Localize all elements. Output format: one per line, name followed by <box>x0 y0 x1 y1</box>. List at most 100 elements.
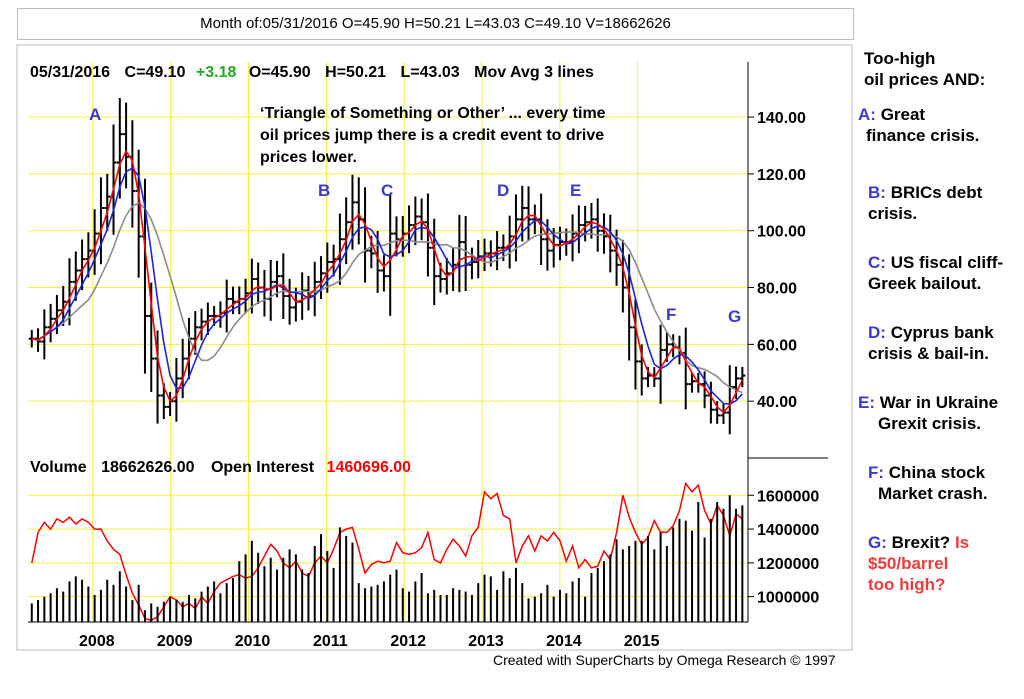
open-interest-label: Open Interest <box>211 459 315 476</box>
price-tick-label: 140.00 <box>757 110 806 127</box>
sidebar-title-line-2: oil prices AND: <box>864 70 986 89</box>
volume-tick-label: 1000000 <box>757 590 819 607</box>
price-bar <box>701 371 708 409</box>
price-bar <box>456 214 463 293</box>
chart-frame <box>16 44 853 651</box>
price-bar <box>689 372 696 393</box>
sidebar-item-d: D: Cyprus bank crisis & bail-in. <box>850 322 1022 364</box>
sidebar-item-d-line2: crisis & bail-in. <box>868 344 989 363</box>
header-date: 05/31/2016 <box>30 64 110 81</box>
price-bar <box>418 198 425 241</box>
price-bar <box>274 260 281 298</box>
sidebar-item-f-line1: China stock <box>888 463 986 482</box>
price-bar <box>412 196 419 246</box>
volume-tick-label: 1400000 <box>757 522 819 539</box>
price-bar <box>255 262 262 305</box>
year-label: 2012 <box>390 633 426 650</box>
sidebar-item-b-line1: BRICs debt <box>890 183 983 202</box>
year-label: 2013 <box>468 633 504 650</box>
event-label-f: F <box>666 305 676 324</box>
open-interest-line <box>31 481 743 622</box>
price-tick-label: 100.00 <box>757 224 806 241</box>
sidebar-item-f-line2: Market crash. <box>878 484 988 503</box>
open-interest-value: 1460696.00 <box>327 459 412 476</box>
ma-short-line <box>31 149 744 414</box>
sidebar-item-c-line2: Greek bailout. <box>868 274 982 293</box>
sidebar-item-c: C: US fiscal cliff- Greek bailout. <box>850 252 1022 294</box>
svg-text:Volume 18662626.00 Ope: Volume 18662626.00 Open Interest 1460696… <box>30 459 411 476</box>
price-bar <box>512 194 519 262</box>
price-tick-label: 120.00 <box>757 167 806 184</box>
annotation-line-1: ‘Triangle of Something or Other’ ... eve… <box>260 105 606 122</box>
price-bar <box>280 253 287 319</box>
year-label: 2011 <box>313 633 348 650</box>
price-bar <box>538 193 545 265</box>
price-bar <box>261 269 268 317</box>
sidebar-item-c-line1: US fiscal cliff- <box>890 253 1004 272</box>
price-bar <box>192 311 199 355</box>
price-bar <box>79 239 86 291</box>
price-bar <box>720 404 727 424</box>
sidebar-item-a-line2: finance crisis. <box>866 126 980 145</box>
event-label-b: B <box>318 181 330 200</box>
price-bar <box>424 193 431 277</box>
sidebar-item-g-line1-red: Is <box>954 533 970 552</box>
sidebar-item-e-line2: Grexit crisis. <box>878 414 982 433</box>
header-close: C=49.10 <box>125 64 186 81</box>
price-bar <box>173 358 180 422</box>
price-bar <box>380 255 387 292</box>
price-bar <box>525 186 532 241</box>
price-tick-label: 80.00 <box>757 281 797 298</box>
price-bar <box>632 299 639 390</box>
annotation-line-3: prices lower. <box>260 149 357 166</box>
volume-label: Volume <box>30 459 87 476</box>
price-bar <box>739 366 746 388</box>
header-low: L=43.03 <box>401 64 460 81</box>
sidebar-letter-a: A: <box>858 105 876 124</box>
sidebar-item-b: B: BRICs debt crisis. <box>850 182 1022 224</box>
price-bar <box>41 309 48 360</box>
price-bar <box>160 383 167 420</box>
sidebar-letter-d: D: <box>868 323 886 342</box>
price-bar <box>318 256 325 300</box>
sidebar-letter-e: E: <box>858 393 875 412</box>
top-info-bar: Month of:05/31/2016 O=45.90 H=50.21 L=43… <box>17 8 854 40</box>
sidebar-item-g: G: Brexit? Is $50/barrel too high? <box>850 532 1022 595</box>
sidebar-item-g-line2: $50/barrel <box>868 554 949 573</box>
header-change: +3.18 <box>196 64 237 81</box>
price-bar <box>601 213 607 254</box>
price-tick-label: 40.00 <box>757 394 797 411</box>
year-label: 2008 <box>79 633 115 650</box>
price-bar <box>362 187 369 283</box>
price-bar <box>198 308 205 341</box>
volume-value: 18662626.00 <box>101 459 195 476</box>
footer-credit: Created with SuperCharts by Omega Resear… <box>493 652 836 668</box>
ma-medium-line <box>31 167 743 405</box>
year-label: 2015 <box>624 633 660 650</box>
sidebar-letter-c: C: <box>868 253 886 272</box>
sidebar-item-f: F: China stock Market crash. <box>850 462 1022 504</box>
sidebar-item-a-line1: Great <box>880 105 926 124</box>
price-bar <box>582 205 589 242</box>
price-bar <box>387 193 394 316</box>
price-bar <box>657 324 664 404</box>
price-bar <box>154 330 161 424</box>
event-label-a: A <box>89 105 101 124</box>
header-open: O=45.90 <box>249 64 311 81</box>
price-bar <box>72 251 79 301</box>
price-bar <box>47 303 54 343</box>
price-bar <box>179 338 186 399</box>
sidebar-item-e: E: War in Ukraine Grexit crisis. <box>850 392 1022 434</box>
header-mov-avg: Mov Avg 3 lines <box>474 64 594 81</box>
sidebar-title-line-1: Too-high <box>864 49 936 68</box>
price-bar <box>286 278 293 325</box>
open-interest-layer <box>31 481 743 622</box>
volume-tick-label: 1200000 <box>757 556 819 573</box>
price-bar <box>299 272 306 320</box>
header-high: H=50.21 <box>325 64 386 81</box>
volume-layer <box>30 495 744 622</box>
sidebar-title: Too-high oil prices AND: <box>850 48 1022 90</box>
annotation-line-2: oil prices jump there is a credit event … <box>260 127 604 144</box>
sidebar-item-e-line1: War in Ukraine <box>879 393 999 412</box>
